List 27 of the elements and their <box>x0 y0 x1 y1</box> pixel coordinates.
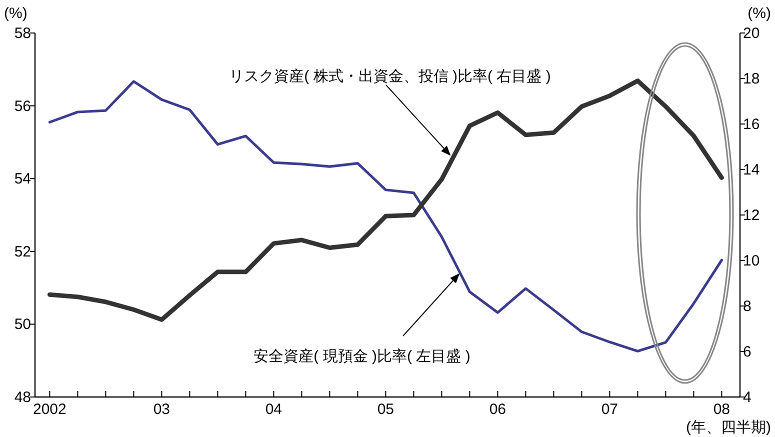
y2-tick-label: 20 <box>743 25 760 42</box>
y2-tick-label: 6 <box>743 344 752 360</box>
x-tick-label: 05 <box>377 401 394 418</box>
y2-tick-label: 10 <box>743 252 760 270</box>
y2-axis-title: (%) <box>748 5 772 22</box>
y2-tick-label: 4 <box>743 389 752 406</box>
x-tick-label: 08 <box>713 401 730 418</box>
y-axis-title: (%) <box>4 5 28 22</box>
x-tick-label: 03 <box>153 401 170 418</box>
y-tick-label: 50 <box>14 316 31 334</box>
y-tick-label: 56 <box>14 98 31 115</box>
y-tick-label: 52 <box>14 243 31 260</box>
x-tick-label: 07 <box>601 401 618 418</box>
y-tick-label: 58 <box>14 25 31 42</box>
y2-tick-label: 18 <box>743 70 760 88</box>
text: 安全資産( 現預金 )比率( 左目盛 ) <box>254 348 470 365</box>
x-tick-label: 2002 <box>33 401 66 418</box>
y2-tick-label: 8 <box>743 298 752 315</box>
y2-tick-label: 12 <box>743 207 760 224</box>
y-tick-label: 54 <box>14 170 31 188</box>
text: リスク資産( 株式・出資金、投信 )比率( 右目盛 ) <box>229 68 551 85</box>
y2-tick-label: 16 <box>743 116 760 133</box>
y2-tick-label: 14 <box>743 162 760 178</box>
y-tick-label: 48 <box>14 389 31 406</box>
x-tick-label: 04 <box>265 401 282 418</box>
x-axis-title: (年、四半期) <box>686 419 771 436</box>
x-tick-label: 06 <box>489 401 506 418</box>
